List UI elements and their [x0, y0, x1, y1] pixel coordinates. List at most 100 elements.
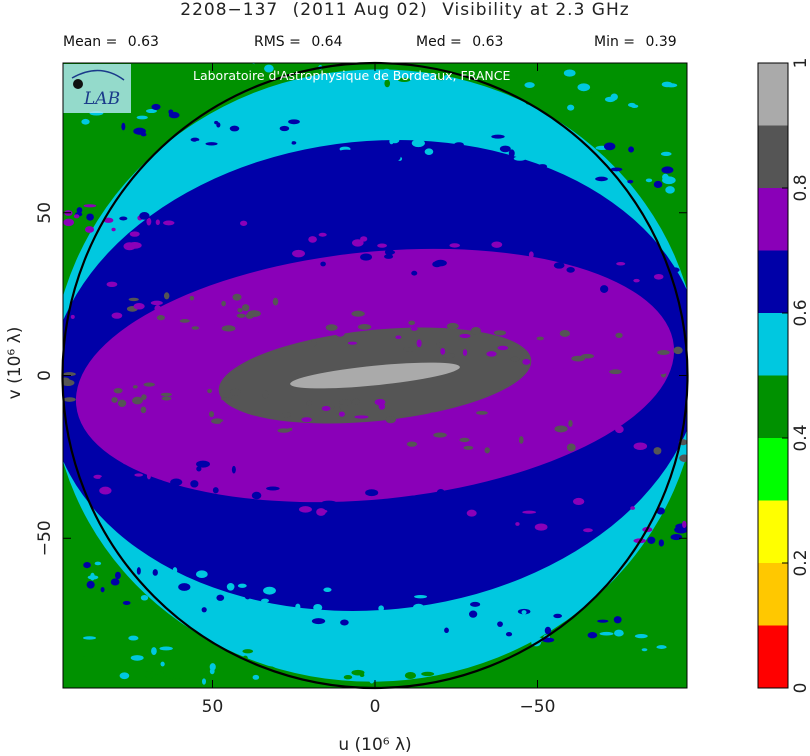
noise-speckle	[635, 351, 647, 355]
noise-speckle	[563, 69, 576, 77]
noise-speckle	[263, 586, 276, 595]
noise-speckle	[438, 410, 447, 417]
noise-speckle	[232, 293, 242, 301]
noise-speckle	[179, 319, 190, 323]
noise-speckle	[173, 57, 187, 61]
x-tick-label: 0	[370, 697, 381, 717]
noise-speckle	[433, 432, 447, 438]
noise-speckle	[190, 137, 200, 142]
noise-speckle	[603, 142, 616, 151]
noise-speckle	[443, 74, 449, 83]
noise-speckle	[657, 349, 670, 355]
noise-speckle	[264, 64, 274, 73]
noise-speckle	[76, 207, 83, 214]
noise-speckle	[161, 591, 167, 599]
noise-speckle	[653, 447, 662, 455]
noise-speckle	[633, 442, 648, 450]
noise-speckle	[133, 303, 145, 310]
noise-speckle	[384, 254, 394, 259]
noise-speckle	[151, 647, 157, 656]
noise-speckle	[150, 479, 165, 487]
noise-speckle	[243, 37, 256, 41]
noise-speckle	[460, 259, 467, 263]
noise-speckle	[114, 571, 121, 580]
colorbar-level-7	[758, 188, 788, 251]
noise-speckle	[445, 493, 460, 497]
noise-speckle	[234, 247, 244, 255]
noise-speckle	[675, 707, 681, 714]
noise-speckle	[563, 344, 575, 350]
noise-speckle	[283, 138, 292, 147]
noise-speckle	[150, 670, 164, 676]
noise-speckle	[679, 454, 687, 462]
noise-speckle	[246, 66, 255, 71]
noise-speckle	[485, 164, 491, 169]
noise-speckle	[209, 663, 216, 671]
stat-rms-label: RMS =	[254, 34, 301, 50]
noise-speckle	[63, 377, 70, 384]
noise-speckle	[343, 674, 353, 680]
noise-speckle	[470, 326, 481, 335]
noise-speckle	[682, 520, 687, 529]
noise-speckle	[216, 594, 225, 601]
noise-speckle	[150, 229, 160, 234]
noise-speckle	[454, 142, 464, 147]
noise-speckle	[280, 421, 290, 427]
noise-speckle	[159, 646, 173, 651]
noise-speckle	[157, 234, 165, 240]
noise-speckle	[587, 632, 598, 639]
noise-speckle	[360, 253, 373, 261]
noise-speckle	[187, 58, 192, 61]
noise-speckle	[493, 330, 507, 336]
noise-speckle	[83, 561, 91, 569]
colorbar-tick-label: 1	[791, 58, 810, 69]
noise-speckle	[140, 594, 149, 601]
noise-speckle	[600, 425, 612, 434]
noise-speckle	[327, 45, 338, 51]
noise-speckle	[573, 497, 585, 506]
stat-med-label: Med =	[416, 34, 462, 50]
noise-speckle	[390, 136, 400, 144]
noise-speckle	[553, 262, 565, 269]
noise-speckle	[512, 73, 518, 78]
noise-speckle	[250, 671, 260, 675]
noise-speckle	[613, 616, 622, 624]
noise-speckle	[440, 348, 446, 355]
noise-speckle	[567, 104, 575, 111]
noise-speckle	[84, 226, 95, 233]
noise-speckle	[274, 653, 289, 657]
noise-speckle	[430, 55, 434, 61]
stat-mean-label: Mean =	[63, 34, 118, 50]
noise-speckle	[121, 122, 126, 131]
stat-med-value: 0.63	[472, 34, 504, 50]
noise-speckle	[201, 678, 207, 685]
noise-speckle	[175, 325, 184, 329]
noise-speckle	[403, 55, 413, 59]
noise-speckle	[73, 214, 80, 219]
noise-speckle	[673, 700, 680, 706]
noise-speckle	[534, 523, 548, 531]
noise-speckle	[205, 142, 218, 146]
noise-speckle	[317, 73, 329, 81]
noise-speckle	[627, 179, 634, 184]
noise-speckle	[616, 261, 626, 266]
noise-speckle	[609, 369, 622, 375]
noise-speckle	[554, 425, 568, 433]
noise-speckle	[212, 487, 219, 494]
noise-speckle	[528, 143, 540, 151]
noise-speckle	[421, 671, 435, 677]
noise-speckle	[160, 661, 165, 667]
noise-speckle	[434, 259, 447, 267]
noise-speckle	[488, 67, 494, 72]
noise-speckle	[352, 398, 360, 405]
noise-speckle	[194, 140, 202, 145]
colorbar-level-6	[758, 250, 788, 313]
noise-speckle	[386, 663, 396, 668]
noise-speckle	[497, 621, 503, 627]
noise-speckle	[133, 127, 146, 135]
noise-speckle	[275, 244, 289, 253]
noise-speckle	[347, 341, 358, 345]
x-tick-label: −50	[520, 697, 556, 717]
noise-speckle	[130, 655, 144, 661]
noise-speckle	[610, 78, 620, 85]
